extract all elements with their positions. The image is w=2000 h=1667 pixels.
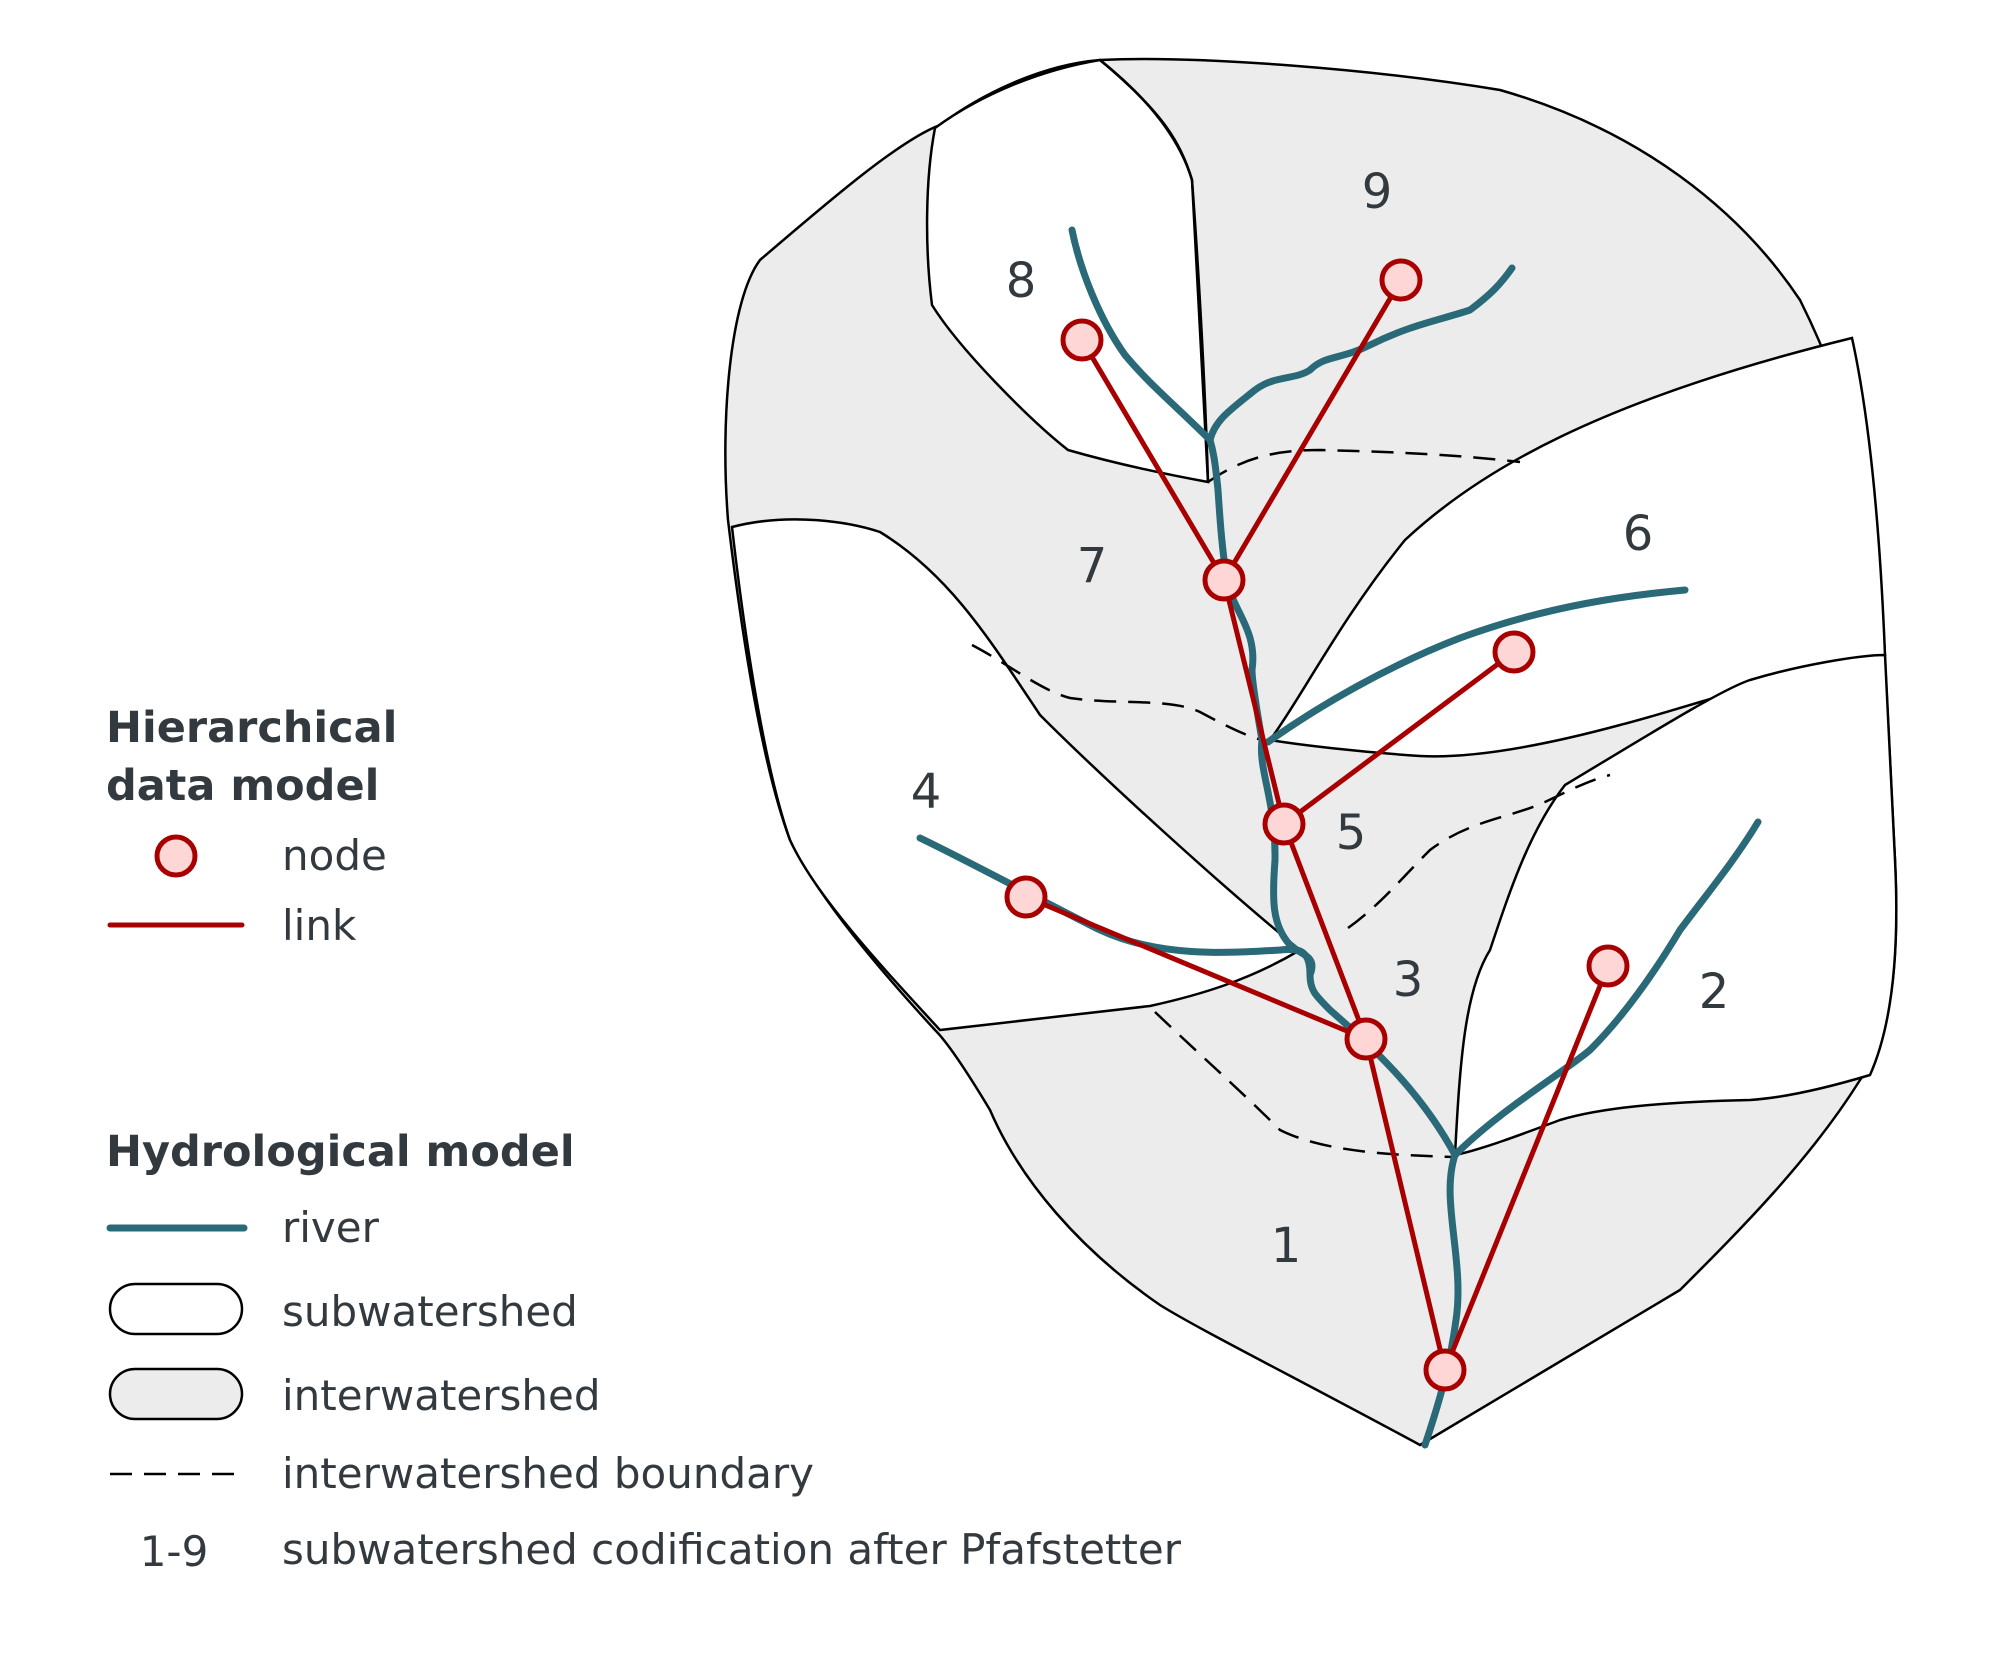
interwatershed-boundary-5-3	[1347, 773, 1611, 930]
code-label-5: 5	[1336, 805, 1367, 861]
code-label-6: 6	[1623, 506, 1654, 562]
legend-boundary-label: interwatershed boundary	[282, 1449, 814, 1498]
link-5-6	[1281, 649, 1517, 827]
legend-hierarchical: Hierarchical data model node link	[106, 703, 397, 950]
link-7-9	[1221, 277, 1404, 583]
code-label-2: 2	[1699, 964, 1730, 1020]
node-2	[1586, 944, 1630, 988]
legend-heading-hierarchical-line1: Hierarchical	[106, 703, 397, 753]
interwatershed-boundary-3-1	[1154, 1011, 1456, 1159]
legend-heading-hydrological: Hydrological model	[106, 1127, 575, 1177]
subwatershed-2	[1453, 653, 1898, 1157]
river-9	[1206, 264, 1516, 444]
link-3-4	[1023, 894, 1369, 1042]
code-label-9: 9	[1362, 164, 1393, 220]
node-3	[1344, 1017, 1388, 1061]
legend-interwatershed-symbol	[108, 1367, 244, 1421]
divider-8-9	[1099, 59, 1210, 483]
legend-node-symbol	[154, 834, 198, 878]
node-6	[1492, 630, 1536, 674]
node-1	[1423, 1348, 1467, 1392]
subwatershed-8	[925, 58, 1210, 484]
legend-heading-hierarchical-line2: data model	[106, 761, 379, 811]
link-7-8	[1079, 337, 1227, 583]
node-5	[1262, 802, 1306, 846]
river-8	[1068, 226, 1214, 444]
legend-node-label: node	[282, 831, 387, 880]
interwatershed-boundary-9-7	[1207, 448, 1521, 484]
link-1-3	[1363, 1036, 1448, 1373]
node-9	[1379, 258, 1423, 302]
legend-interwatershed-label: interwatershed	[282, 1371, 601, 1420]
code-label-4: 4	[911, 764, 942, 820]
link-5-7	[1221, 577, 1287, 827]
code-label-1: 1	[1271, 1218, 1302, 1274]
node-8	[1060, 318, 1104, 362]
legend-river-label: river	[282, 1203, 380, 1252]
link-1-2	[1442, 963, 1611, 1373]
legend-code-symbol: 1-9	[140, 1527, 209, 1576]
code-label-3: 3	[1393, 952, 1424, 1008]
code-label-7: 7	[1077, 538, 1108, 594]
link-3-5	[1281, 821, 1369, 1042]
legend-subwatershed-symbol	[108, 1282, 244, 1336]
river-2	[1451, 818, 1762, 1159]
river-6	[1264, 586, 1689, 746]
legend-link-label: link	[282, 901, 357, 950]
legend-code-label: subwatershed codification after Pfafstet…	[282, 1525, 1182, 1574]
legend-hydrological: Hydrological model river subwatershed in…	[106, 1127, 1182, 1576]
code-label-8: 8	[1006, 253, 1037, 309]
node-7	[1202, 558, 1246, 602]
node-4	[1004, 875, 1048, 919]
interwatershed-boundary-7-5	[971, 643, 1271, 744]
legend-subwatershed-label: subwatershed	[282, 1287, 578, 1336]
